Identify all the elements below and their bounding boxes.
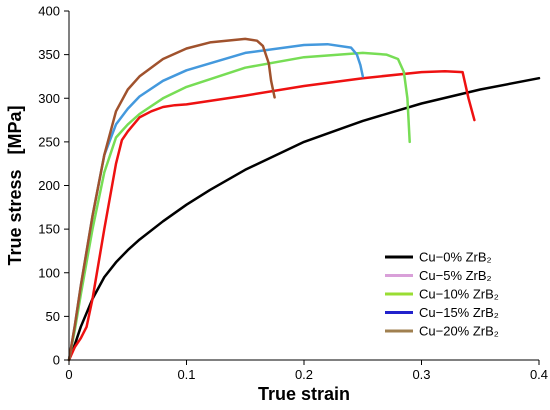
x-tick-label: 0 bbox=[65, 367, 72, 382]
legend-label-3: Cu−15% ZrB₂ bbox=[419, 305, 499, 320]
legend-label-0: Cu−0% ZrB₂ bbox=[419, 250, 492, 265]
series-layer bbox=[67, 37, 541, 362]
y-tick-label: 0 bbox=[53, 353, 60, 368]
series-line-3 bbox=[67, 42, 365, 362]
x-tick-label: 0.2 bbox=[295, 367, 313, 382]
y-axis-ticks: 0 50 100 150 200 250 300 350 400 bbox=[38, 4, 69, 368]
x-tick-label: 0.4 bbox=[530, 367, 548, 382]
y-tick-label: 150 bbox=[38, 222, 60, 237]
y-tick-label: 50 bbox=[46, 309, 60, 324]
y-tick-label: 300 bbox=[38, 91, 60, 106]
series-line-4 bbox=[67, 37, 276, 362]
series-line-2 bbox=[67, 51, 411, 362]
x-tick-label: 0.3 bbox=[412, 367, 430, 382]
legend-label-4: Cu−20% ZrB₂ bbox=[419, 324, 499, 339]
legend: Cu−0% ZrB₂ Cu−5% ZrB₂ Cu−10% ZrB₂ Cu−15% Zr… bbox=[385, 250, 499, 339]
x-tick-label: 0.1 bbox=[177, 367, 195, 382]
series-line-1 bbox=[67, 69, 476, 362]
y-tick-label: 250 bbox=[38, 134, 60, 149]
y-tick-label: 350 bbox=[38, 47, 60, 62]
y-tick-label: 100 bbox=[38, 265, 60, 280]
y-axis-title: True stress [MPa] bbox=[5, 105, 25, 265]
x-axis-ticks: 0 0.1 0.2 0.3 0.4 bbox=[65, 360, 548, 382]
series-line-0 bbox=[67, 76, 541, 362]
legend-label-2: Cu−10% ZrB₂ bbox=[419, 287, 499, 302]
x-axis-title: True strain bbox=[258, 384, 350, 404]
y-tick-label: 200 bbox=[38, 178, 60, 193]
y-tick-label: 400 bbox=[38, 4, 60, 19]
legend-label-1: Cu−5% ZrB₂ bbox=[419, 268, 492, 283]
